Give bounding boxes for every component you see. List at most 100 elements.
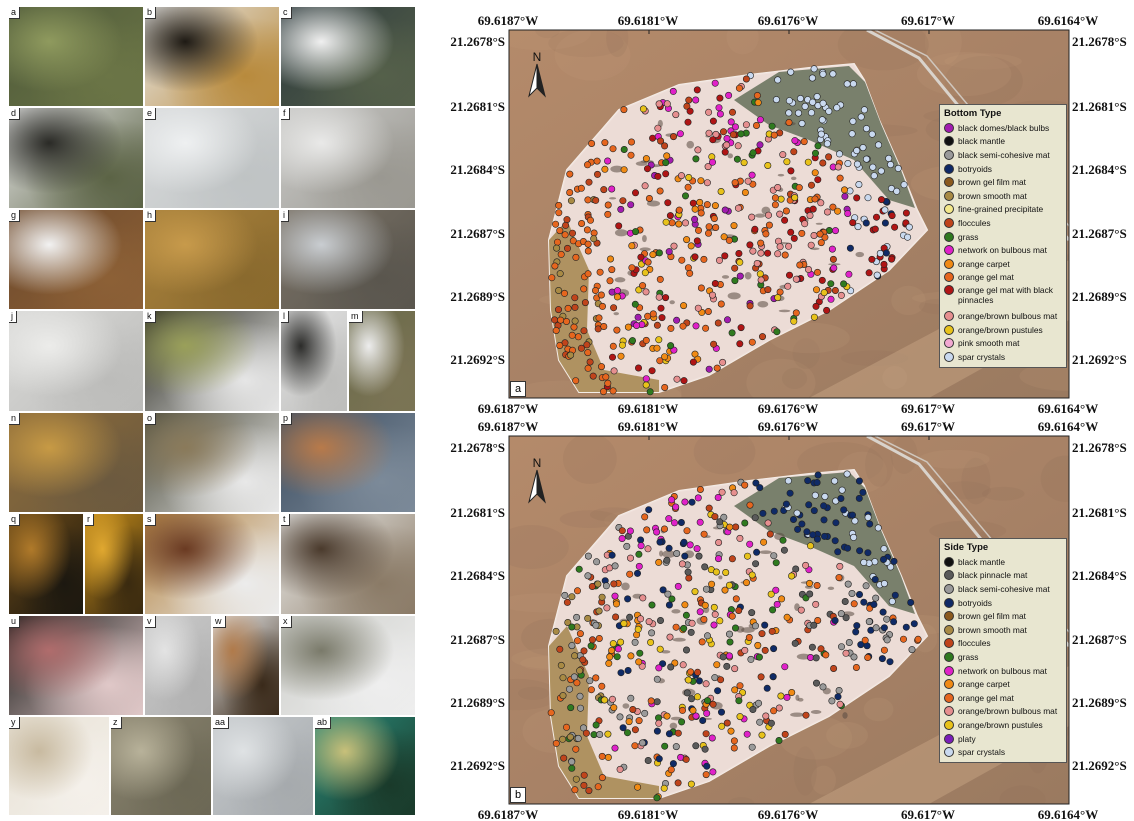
sample-point	[689, 358, 697, 366]
sample-point	[712, 224, 720, 232]
sample-point	[880, 260, 888, 268]
legend-swatch	[944, 570, 954, 581]
legend-label: network on bulbous mat	[958, 245, 1047, 256]
sample-point	[618, 527, 626, 535]
legend-item: network on bulbous mat	[944, 664, 1062, 678]
sample-point	[580, 781, 588, 789]
sample-point	[862, 219, 870, 227]
sample-point	[564, 304, 572, 312]
sample-point	[649, 134, 657, 142]
sample-point	[883, 615, 891, 623]
sample-point	[783, 613, 791, 621]
sample-point	[555, 286, 563, 294]
photo-label: z	[111, 717, 122, 729]
sample-point	[627, 652, 635, 660]
sample-point	[647, 638, 655, 646]
sample-point	[683, 236, 691, 244]
bottom-tick-label: 69.6181°W	[618, 401, 678, 414]
sample-point	[855, 591, 863, 599]
legend-swatch	[944, 310, 954, 321]
photo-label: y	[9, 717, 20, 729]
sample-point	[877, 196, 885, 204]
sample-point	[770, 507, 778, 515]
sample-point	[619, 724, 627, 732]
photo-g: g	[8, 209, 144, 310]
sample-point	[631, 638, 639, 646]
bottom-tick-label: 69.6176°W	[758, 401, 818, 414]
sample-point	[557, 250, 565, 258]
legend-item: grass	[944, 650, 1062, 664]
sample-point	[812, 654, 820, 662]
sample-point	[597, 291, 605, 299]
sample-point	[880, 624, 888, 632]
sample-point	[645, 195, 653, 203]
sample-point	[555, 209, 563, 217]
right-tick-label: 21.2687°S	[1072, 226, 1127, 241]
sample-point	[726, 523, 734, 531]
sample-point	[816, 230, 824, 238]
top-tick-label: 69.617°W	[901, 419, 955, 434]
sample-point	[849, 80, 857, 88]
legend-label: fine-grained precipitate	[958, 204, 1044, 215]
photo-d: d	[8, 107, 144, 209]
sample-point	[664, 199, 672, 207]
legend-item: black pinnacle mat	[944, 569, 1062, 583]
brown-margin	[549, 220, 659, 392]
sample-point	[702, 585, 710, 593]
sample-point	[600, 388, 608, 396]
sample-point	[828, 245, 836, 253]
photo-z: z	[110, 716, 212, 816]
sample-point	[871, 576, 879, 584]
sample-point	[676, 130, 684, 138]
sample-point	[780, 546, 788, 554]
sample-point	[665, 730, 673, 738]
legend-label: pink smooth mat	[958, 338, 1020, 349]
sample-point	[637, 542, 645, 550]
sample-point	[648, 629, 656, 637]
sample-point	[584, 572, 592, 580]
bottom-tick-label: 69.6181°W	[618, 807, 678, 820]
sample-point	[828, 697, 836, 705]
sample-point	[728, 108, 736, 116]
sample-point	[852, 664, 860, 672]
sample-point	[678, 172, 686, 180]
sample-point	[736, 682, 744, 690]
sample-point	[570, 323, 578, 331]
legend-item: orange gel mat	[944, 271, 1062, 285]
sample-point	[653, 675, 661, 683]
sample-point	[697, 177, 705, 185]
sample-point	[825, 153, 833, 161]
sample-point	[635, 562, 643, 570]
sample-point	[686, 541, 694, 549]
sample-point	[763, 684, 771, 692]
sample-point	[717, 300, 725, 308]
sample-point	[566, 189, 574, 197]
sample-point	[602, 582, 610, 590]
sample-point	[586, 677, 594, 685]
photo-label: j	[9, 311, 17, 323]
sample-point	[811, 149, 819, 157]
sample-point	[735, 697, 743, 705]
sample-point	[785, 97, 793, 105]
sample-point	[802, 711, 810, 719]
sample-point	[560, 754, 568, 762]
sample-point	[835, 574, 843, 582]
sample-point	[580, 327, 588, 335]
sample-point	[785, 242, 793, 250]
sample-point	[584, 161, 592, 169]
sample-point	[661, 383, 669, 391]
sample-point	[623, 542, 631, 550]
sample-point	[756, 718, 764, 726]
sample-point	[806, 542, 814, 550]
sample-point	[817, 239, 825, 247]
legend-item: orange/brown bulbous mat	[944, 309, 1062, 323]
sample-point	[698, 638, 706, 646]
legend-item: brown smooth mat	[944, 189, 1062, 203]
sample-point	[757, 673, 765, 681]
sample-point	[683, 689, 691, 697]
sample-point	[603, 604, 611, 612]
photo-label: g	[9, 210, 21, 222]
photo-c: c	[280, 6, 416, 107]
sample-point	[852, 628, 860, 636]
sample-point	[694, 304, 702, 312]
